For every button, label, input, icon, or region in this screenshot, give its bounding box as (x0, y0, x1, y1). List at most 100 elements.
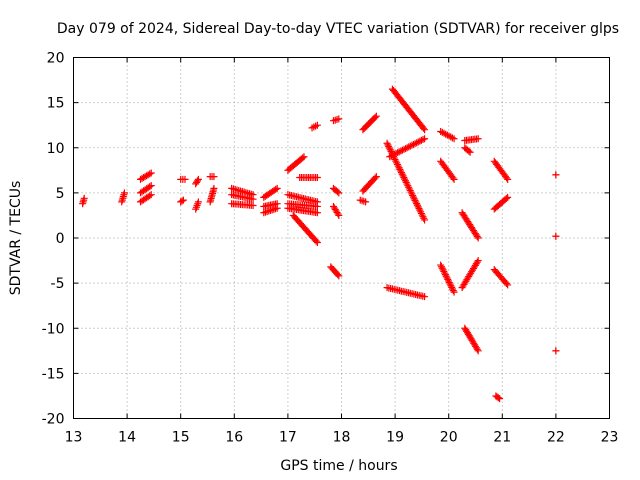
y-tick-label: 0 (56, 231, 65, 247)
data-point (395, 148, 403, 156)
data-point (465, 147, 473, 155)
data-point (210, 184, 218, 192)
data-point (334, 210, 342, 218)
data-point (120, 189, 128, 197)
data-point (273, 204, 281, 212)
data-point (444, 275, 452, 283)
data-point (447, 282, 455, 290)
x-tick-label: 19 (386, 430, 404, 446)
data-point (474, 234, 482, 242)
data-point (445, 279, 453, 287)
data-point (552, 232, 560, 240)
data-points (79, 85, 560, 403)
x-tick-label: 13 (65, 430, 83, 446)
y-tick-label: -20 (42, 412, 65, 428)
x-axis-label: GPS time / hours (280, 458, 397, 474)
data-point (437, 261, 445, 269)
data-point (416, 137, 424, 145)
data-point (502, 195, 510, 203)
data-point (400, 145, 408, 153)
data-point (273, 184, 281, 192)
data-point (473, 345, 481, 353)
data-point (411, 196, 419, 204)
data-point (397, 147, 405, 155)
data-point (398, 146, 406, 154)
data-point (181, 175, 189, 183)
data-point (404, 182, 412, 190)
data-point (442, 272, 450, 280)
data-point (371, 174, 379, 182)
data-point (413, 139, 421, 147)
data-point (396, 165, 404, 173)
x-tick-label: 21 (493, 430, 511, 446)
data-point (385, 143, 393, 151)
data-point (399, 172, 407, 180)
data-point (313, 121, 321, 129)
data-point (386, 146, 394, 154)
data-point (413, 200, 421, 208)
data-point (416, 206, 424, 214)
data-point (504, 175, 512, 183)
data-point (405, 185, 413, 193)
data-point (421, 293, 429, 301)
data-point (450, 288, 458, 296)
data-point (394, 149, 402, 157)
data-point (450, 175, 458, 183)
data-point (473, 258, 481, 266)
data-point (146, 170, 154, 178)
data-point (335, 189, 343, 197)
data-point (395, 164, 403, 172)
data-point (146, 183, 154, 191)
data-point (417, 208, 425, 216)
data-point (421, 126, 429, 134)
data-point (552, 171, 560, 179)
data-point (335, 115, 343, 123)
data-point (418, 211, 426, 219)
data-point (146, 192, 154, 200)
data-point (389, 151, 397, 159)
data-point (334, 271, 342, 279)
data-point (401, 177, 409, 185)
data-point (504, 281, 512, 289)
data-point (384, 141, 392, 149)
data-point (300, 153, 308, 161)
axis-ticks: 13 14 15 16 17 18 19 20 21 22 23 -20 -15 -10 -5 0 5 10 15 2… (42, 51, 619, 446)
data-point (193, 177, 201, 185)
data-point (419, 124, 427, 132)
data-point (419, 136, 427, 144)
grid-lines (73, 57, 610, 419)
data-point (449, 174, 457, 182)
data-point (409, 191, 417, 199)
y-tick-label: -5 (51, 276, 65, 292)
data-point (398, 170, 406, 178)
data-point (410, 195, 418, 203)
y-tick-label: 10 (47, 141, 65, 157)
data-point (474, 135, 482, 143)
data-point (402, 145, 410, 153)
x-tick-label: 22 (547, 430, 565, 446)
data-point (405, 183, 413, 191)
data-point (441, 269, 449, 277)
data-point (409, 193, 417, 201)
data-point (392, 149, 400, 157)
data-point (387, 152, 395, 160)
data-point (401, 175, 409, 183)
data-point (402, 178, 410, 186)
data-point (178, 197, 186, 205)
x-tick-label: 20 (440, 430, 458, 446)
data-point (437, 263, 445, 271)
data-point (394, 162, 402, 170)
data-point (194, 175, 202, 183)
data-point (421, 216, 429, 224)
data-point (420, 214, 428, 222)
x-tick-label: 23 (601, 430, 619, 446)
data-point (412, 198, 420, 206)
x-tick-label: 17 (279, 430, 297, 446)
data-point (147, 169, 155, 177)
data-point (403, 144, 411, 152)
data-point (417, 136, 425, 144)
y-axis-label: SDTVAR / TECUs (8, 181, 24, 296)
plot-frame (73, 57, 610, 419)
